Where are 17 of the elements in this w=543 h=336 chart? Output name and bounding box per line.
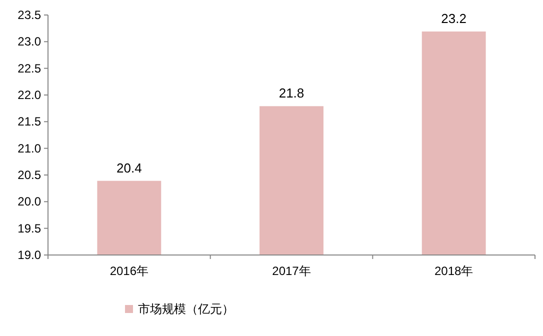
y-tick-label: 19.5 xyxy=(18,221,42,236)
y-tick-label: 23.0 xyxy=(18,34,42,49)
x-tick-label: 2016年 xyxy=(110,264,149,278)
data-label: 20.4 xyxy=(116,160,142,176)
x-tick-label: 2018年 xyxy=(434,264,474,278)
y-tick-label: 21.0 xyxy=(18,141,42,156)
data-label: 21.8 xyxy=(278,86,304,101)
x-tick-label: 2017年 xyxy=(272,264,311,278)
y-tick-label: 19.0 xyxy=(18,248,42,262)
data-label: 23.2 xyxy=(441,11,466,26)
y-tick-label: 20.0 xyxy=(18,194,42,209)
legend-label: 市场规模（亿元） xyxy=(138,302,234,316)
y-tick-label: 22.0 xyxy=(18,88,42,102)
y-tick-label: 23.5 xyxy=(18,8,42,22)
y-tick-label: 20.5 xyxy=(18,168,42,182)
y-tick-label: 22.5 xyxy=(18,61,42,76)
y-tick-label: 21.5 xyxy=(18,114,42,129)
